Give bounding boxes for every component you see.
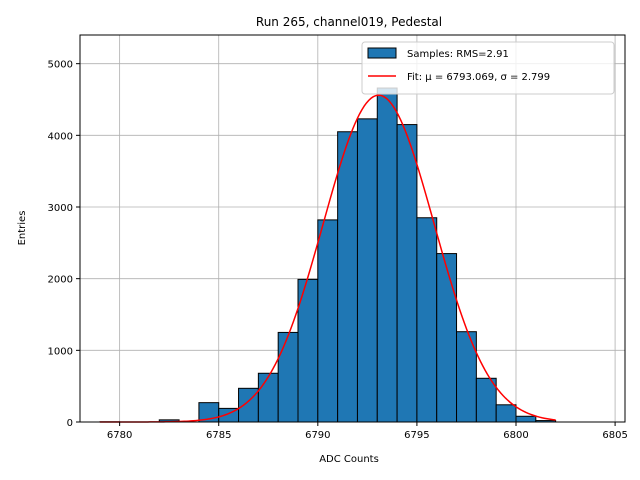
- histogram-bar: [495, 404, 517, 423]
- legend-histogram-label: Samples: RMS=2.91: [407, 49, 509, 60]
- legend-bar-swatch: [367, 47, 397, 59]
- plot-frame: [79, 34, 626, 423]
- y-axis-label: Entries: [17, 211, 28, 246]
- histogram-bar: [515, 415, 537, 423]
- x-axis-ticks: 6780 6785 6790 6795 6800 6805: [107, 422, 628, 441]
- histogram-bar: [277, 331, 299, 423]
- x-axis-label: ADC Counts: [319, 454, 379, 465]
- histogram-bar: [317, 219, 339, 423]
- y-tick-label: 3000: [48, 203, 73, 214]
- bars-layer: [99, 87, 557, 423]
- x-tick-label: 6785: [206, 430, 231, 441]
- y-tick-label: 0: [67, 418, 73, 429]
- y-axis-ticks: 0 1000 2000 3000 4000 5000: [48, 60, 80, 429]
- x-tick-label: 6800: [503, 430, 528, 441]
- y-tick-label: 2000: [48, 275, 73, 286]
- histogram-bar: [436, 253, 458, 423]
- legend-box: [361, 41, 615, 95]
- histogram-bar: [416, 217, 438, 423]
- y-tick-label: 1000: [48, 346, 73, 357]
- legend: Samples: RMS=2.91 Fit: μ = 6793.069, σ =…: [361, 41, 615, 95]
- x-tick-label: 6795: [404, 430, 429, 441]
- legend-fit-label: Fit: μ = 6793.069, σ = 2.799: [407, 72, 550, 83]
- histogram-bar: [376, 87, 398, 423]
- histogram-bar: [396, 124, 418, 423]
- x-tick-label: 6805: [602, 430, 627, 441]
- y-tick-label: 5000: [48, 60, 73, 71]
- histogram-bar: [475, 377, 497, 423]
- histogram-bar: [356, 118, 378, 423]
- x-tick-label: 6780: [107, 430, 132, 441]
- y-tick-label: 4000: [48, 131, 73, 142]
- histogram-bar: [257, 372, 279, 423]
- histogram-bar: [337, 131, 358, 423]
- chart-title: Run 265, channel019, Pedestal: [256, 15, 442, 29]
- x-tick-label: 6790: [305, 430, 330, 441]
